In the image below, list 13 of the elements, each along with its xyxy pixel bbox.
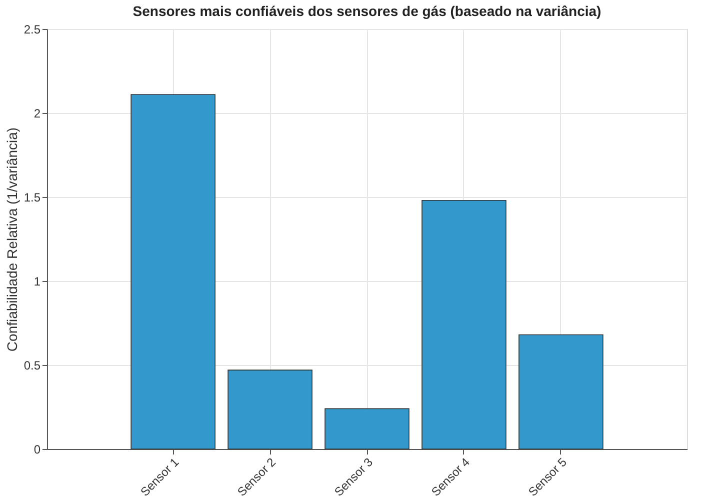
y-axis-title: Confiabilidade Relativa (1/variância): [4, 127, 20, 352]
y-tick-label: 1.5: [24, 190, 41, 204]
bar: [324, 408, 410, 450]
bar: [422, 200, 506, 450]
y-tick-label: 1: [34, 274, 41, 288]
chart-title: Sensores mais confiáveis dos sensores de gás (baseado na variância): [132, 3, 602, 19]
y-tick-label: 0.5: [24, 358, 41, 372]
y-tick-label: 0: [34, 442, 41, 456]
y-tick-label: 2: [34, 106, 41, 120]
bar: [518, 334, 604, 450]
y-tick-label: 2.5: [24, 22, 41, 36]
bar: [228, 370, 312, 450]
bar: [130, 94, 216, 450]
